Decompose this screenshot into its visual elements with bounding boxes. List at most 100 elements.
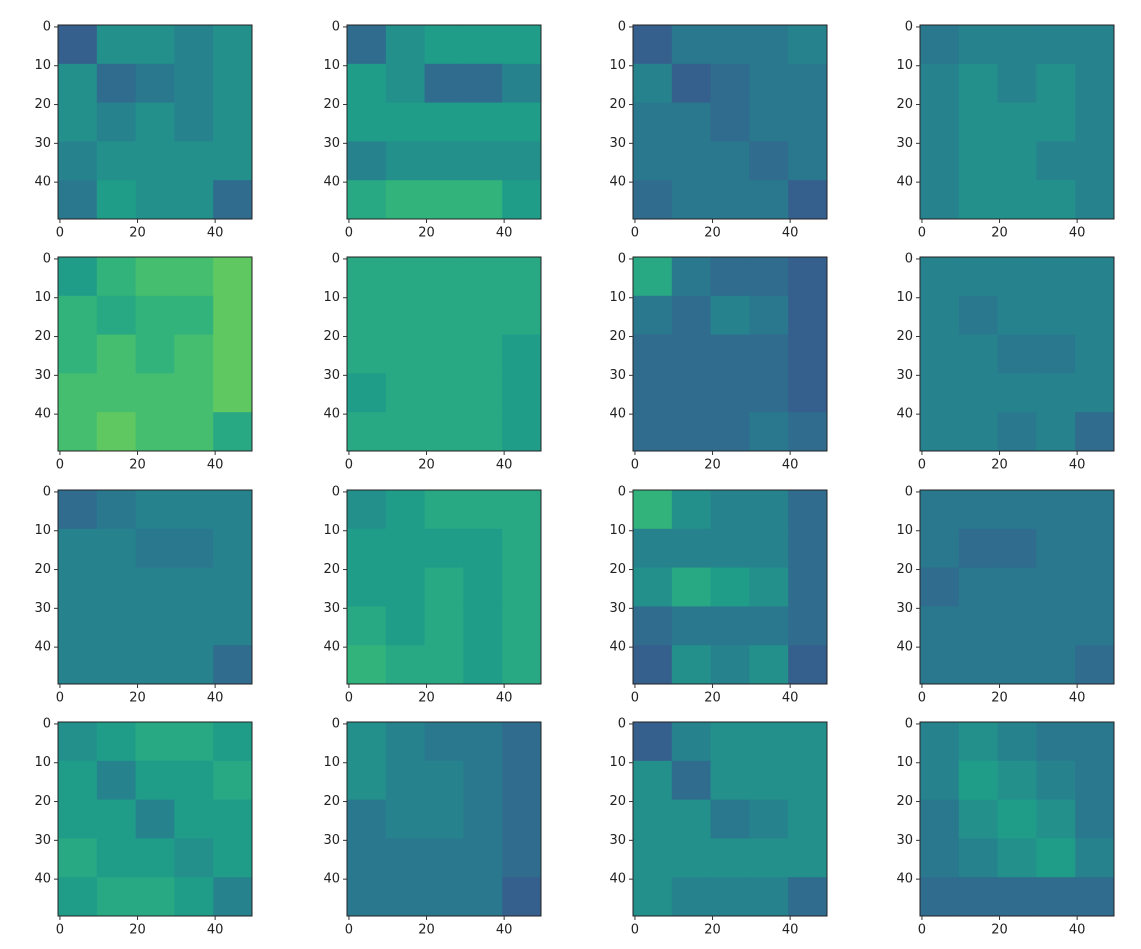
x-tick-label: 40 bbox=[782, 458, 799, 473]
heatmap-cell bbox=[920, 645, 960, 685]
heatmap-cell bbox=[749, 645, 789, 685]
heatmap-cell bbox=[788, 412, 828, 452]
heatmap-cell bbox=[96, 334, 137, 374]
y-tick-label: 30 bbox=[896, 368, 913, 383]
y-tick-label: 10 bbox=[609, 58, 626, 73]
y-tick-label: 20 bbox=[896, 97, 913, 112]
heatmap-cell bbox=[174, 528, 214, 569]
y-tick-label: 10 bbox=[609, 755, 626, 770]
heatmap-cell bbox=[1075, 141, 1115, 181]
heatmap-cell bbox=[347, 490, 387, 530]
heatmap-cell bbox=[424, 180, 464, 220]
heatmap-cell bbox=[997, 567, 1037, 607]
heatmap-cell bbox=[997, 412, 1037, 452]
x-tick-label: 20 bbox=[418, 458, 435, 473]
heatmap-cell bbox=[502, 141, 542, 181]
heatmap-cell bbox=[997, 102, 1037, 142]
heatmap-cell bbox=[671, 141, 712, 181]
heatmap-cell bbox=[710, 63, 750, 104]
heatmap-cell bbox=[135, 722, 175, 762]
y-tick-label: 20 bbox=[323, 562, 340, 577]
x-tick-label: 40 bbox=[496, 458, 513, 473]
y-tick-label: 0 bbox=[43, 19, 51, 34]
x-tick-label: 0 bbox=[631, 691, 639, 706]
heatmap-cell bbox=[174, 838, 214, 878]
heatmap-cell bbox=[96, 722, 137, 762]
heatmap-cell bbox=[385, 25, 426, 65]
heatmap-cell bbox=[958, 490, 999, 530]
x-tick-label: 20 bbox=[991, 458, 1008, 473]
frame bbox=[57, 24, 253, 220]
heatmap-cell bbox=[463, 373, 503, 413]
heatmap-cell bbox=[96, 295, 137, 336]
heatmap-cell bbox=[671, 373, 712, 413]
heatmap-cell bbox=[213, 63, 253, 104]
y-tick-label: 30 bbox=[34, 368, 51, 383]
y-tick-label: 10 bbox=[323, 755, 340, 770]
heatmap-cell bbox=[710, 567, 750, 607]
heatmap-cell bbox=[671, 799, 712, 839]
heatmap-cell bbox=[710, 141, 750, 181]
frame bbox=[57, 489, 253, 685]
heatmap-cell bbox=[135, 373, 175, 413]
heatmap-cell bbox=[633, 102, 673, 142]
heatmap-cell bbox=[958, 102, 999, 142]
heatmap-cell bbox=[671, 606, 712, 646]
heatmap-cell bbox=[788, 838, 828, 878]
heatmap-cell bbox=[58, 141, 98, 181]
x-tick-label: 20 bbox=[704, 923, 721, 938]
x-tick-label: 40 bbox=[1069, 691, 1086, 706]
x-tick-label: 0 bbox=[918, 226, 926, 241]
heatmap-cell bbox=[347, 102, 387, 142]
y-tick-label: 40 bbox=[896, 640, 913, 655]
heatmap-cell bbox=[213, 567, 253, 607]
heatmap-cell bbox=[96, 102, 137, 142]
heatmap-cell bbox=[710, 334, 750, 374]
x-tick-label: 20 bbox=[991, 691, 1008, 706]
heatmap-cell bbox=[174, 490, 214, 530]
heatmap-cell bbox=[96, 490, 137, 530]
heatmap-cell bbox=[502, 606, 542, 646]
heatmap-cell bbox=[58, 606, 98, 646]
x-tick-label: 0 bbox=[56, 923, 64, 938]
heatmap-cell bbox=[788, 334, 828, 374]
heatmap-cell bbox=[135, 102, 175, 142]
heatmap-cell bbox=[135, 334, 175, 374]
y-tick-label: 30 bbox=[896, 136, 913, 151]
frame bbox=[632, 256, 828, 452]
x-tick-label: 20 bbox=[704, 226, 721, 241]
heatmap-cell bbox=[502, 567, 542, 607]
heatmap-cell bbox=[424, 490, 464, 530]
heatmap-cell bbox=[424, 645, 464, 685]
heatmap-cell bbox=[958, 799, 999, 839]
heatmap-cell bbox=[749, 141, 789, 181]
heatmap-cell bbox=[96, 799, 137, 839]
heatmap-cell bbox=[135, 567, 175, 607]
y-tick-label: 20 bbox=[34, 329, 51, 344]
heatmap-cell bbox=[749, 606, 789, 646]
heatmap-cell bbox=[710, 102, 750, 142]
x-tick-label: 20 bbox=[418, 691, 435, 706]
y-tick-label: 20 bbox=[34, 562, 51, 577]
heatmap-cell bbox=[1036, 102, 1076, 142]
heatmap-cell bbox=[958, 295, 999, 336]
heatmap-cell bbox=[174, 722, 214, 762]
heatmap-cell bbox=[58, 25, 98, 65]
heatmap-cell bbox=[710, 799, 750, 839]
heatmap-cell bbox=[920, 760, 960, 801]
heatmap-cell bbox=[749, 295, 789, 336]
heatmap-cell bbox=[920, 257, 960, 297]
y-tick-label: 0 bbox=[332, 484, 340, 499]
heatmap-cell bbox=[96, 645, 137, 685]
heatmap-cell bbox=[385, 760, 426, 801]
heatmap-cell bbox=[463, 606, 503, 646]
heatmap-cell bbox=[96, 760, 137, 801]
heatmap-cell bbox=[347, 645, 387, 685]
x-tick-label: 40 bbox=[496, 923, 513, 938]
heatmap-cell bbox=[997, 760, 1037, 801]
y-tick-label: 0 bbox=[905, 19, 913, 34]
x-tick-label: 0 bbox=[918, 923, 926, 938]
heatmap-cell bbox=[58, 257, 98, 297]
heatmap-cell bbox=[958, 645, 999, 685]
heatmap-cell bbox=[347, 180, 387, 220]
